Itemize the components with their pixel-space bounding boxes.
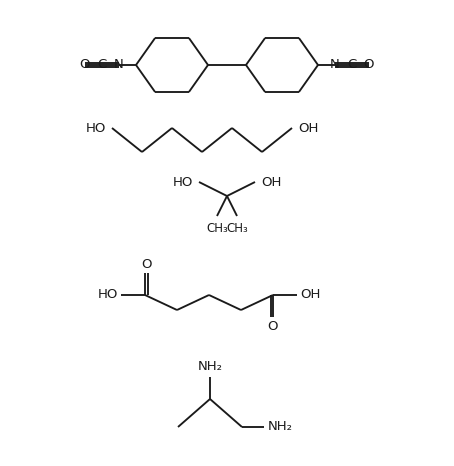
Text: HO: HO [86,122,106,135]
Text: CH₃: CH₃ [226,221,248,234]
Text: NH₂: NH₂ [267,420,292,433]
Text: C: C [97,59,107,71]
Text: O: O [141,258,151,270]
Text: O: O [80,59,90,71]
Text: O: O [267,320,277,333]
Text: HO: HO [173,176,193,189]
Text: N: N [114,59,124,71]
Text: OH: OH [300,288,320,302]
Text: O: O [364,59,374,71]
Text: HO: HO [98,288,118,302]
Text: N: N [330,59,340,71]
Text: C: C [347,59,357,71]
Text: CH₃: CH₃ [206,221,228,234]
Text: NH₂: NH₂ [197,361,222,374]
Text: OH: OH [298,122,318,135]
Text: OH: OH [261,176,281,189]
